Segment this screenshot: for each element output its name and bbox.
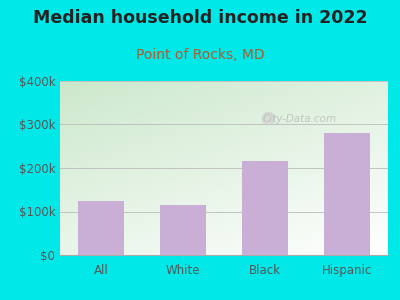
Bar (78, 201, 124, 255)
Bar (324, 133, 370, 255)
Text: City-Data.com: City-Data.com (262, 114, 336, 124)
Bar (242, 161, 288, 255)
Text: Median household income in 2022: Median household income in 2022 (33, 9, 367, 27)
Text: Point of Rocks, MD: Point of Rocks, MD (136, 48, 264, 62)
Bar (160, 205, 206, 255)
